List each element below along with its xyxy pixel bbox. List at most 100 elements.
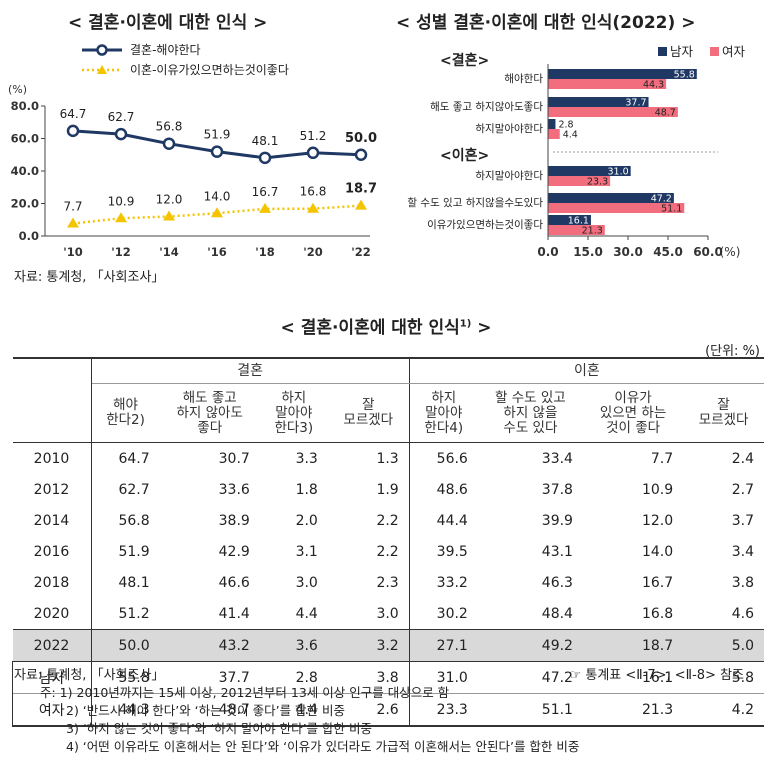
x-tick-label: 0.0: [537, 245, 558, 259]
table-cell: 64.7: [118, 450, 150, 467]
point-divorce: [307, 202, 319, 213]
legend-swatch-female: [710, 47, 719, 56]
point-divorce: [163, 210, 175, 221]
bar-male: [548, 166, 631, 176]
x-tick-label: 30.0: [613, 245, 643, 259]
point-marriage: [258, 151, 272, 165]
point-marriage: [354, 148, 368, 161]
column-header-line: 해야: [113, 397, 138, 413]
table-row: 2018 48.1 46.6 3.0 2.3 33.2 46.3 16.7 3.8: [12, 567, 765, 598]
point-marriage: [306, 146, 320, 160]
column-header: 잘 모르겠다: [683, 384, 764, 443]
column-header-line: 하지: [431, 389, 457, 406]
data-label: 16.7: [252, 185, 279, 199]
bar-male: [548, 69, 697, 79]
data-label: 12.0: [156, 193, 183, 207]
bar-female: [548, 107, 678, 117]
table-cell: 33.2: [436, 574, 468, 591]
bar-chart-title: < 성별 결혼·이혼에 대한 인식(2022) >: [396, 13, 696, 33]
x-tick-label: '20: [303, 245, 323, 259]
legend-label-male: 남자: [670, 44, 694, 59]
table-cell: 51.1: [541, 701, 573, 718]
point-divorce: [259, 202, 271, 213]
bar-value-label: 48.7: [655, 108, 676, 119]
column-header-line: 한다2): [106, 412, 145, 428]
column-header-line: 해도 좋고: [182, 389, 237, 406]
table-cell: 10.9: [641, 481, 674, 498]
y-tick-label: 20.0: [11, 197, 39, 211]
column-header: 하지 말아야 한다3): [260, 384, 328, 443]
x-tick-label: '22: [351, 245, 371, 259]
bar-value-label: 47.2: [651, 194, 672, 205]
column-header-line: 모르겠다: [698, 412, 749, 428]
bar-female: [548, 176, 611, 186]
table-cell: 44.4: [436, 512, 468, 529]
table-cell: 49.2: [541, 637, 573, 654]
table-cell: 48.7: [218, 701, 250, 718]
table-cell: 3.1: [295, 543, 318, 560]
table-cell: 39.9: [541, 512, 573, 529]
bar-male: [548, 215, 591, 225]
x-tick-label: 60.0: [693, 245, 723, 259]
column-header-line: 말아야: [275, 404, 313, 421]
table-cell: 16.8: [641, 605, 674, 622]
table-cell: 2.2: [327, 505, 410, 536]
column-header-line: 한다4): [424, 419, 464, 436]
column-header: 잘 모르겠다: [327, 383, 410, 443]
table-unit: (단위: %): [705, 344, 760, 359]
bar-value-label: 21.3: [582, 226, 603, 237]
x-unit-label: (%): [720, 245, 741, 259]
note-1: 주: 1) 2010년까지는 15세 이상, 2012년부터 13세 이상 인구…: [40, 685, 450, 700]
x-tick-label: '18: [255, 245, 275, 259]
bar-value-label: 31.0: [608, 167, 629, 178]
note-3: 3) ‘하지 않는 것이 좋다’와 ‘하지 말아야 한다’를 합한 비중: [66, 721, 372, 736]
y-unit-label: (%): [8, 83, 27, 96]
group-label-marriage: <결혼>: [440, 52, 489, 69]
table-cell: 37.7: [218, 669, 250, 686]
table-cell: 2.8: [295, 669, 318, 686]
bar-male: [548, 97, 649, 107]
table-row: 2012 62.7 33.6 1.8 1.9 48.6 37.8 10.9 2.7: [12, 474, 765, 505]
row-label: 2010: [12, 442, 92, 474]
table-row: 2022 50.0 43.2 3.6 3.2 27.1 49.2 18.7 5.0: [12, 629, 764, 662]
table-row: 2020 51.2 41.4 4.4 3.0 30.2 48.4 16.8 4.6: [12, 598, 765, 630]
column-header-line: 있으면 하는: [599, 404, 667, 421]
point-marriage: [210, 145, 224, 158]
table-cell: 51.2: [118, 605, 150, 622]
table-cell: 46.3: [541, 574, 573, 591]
legend-label-female: 여자: [722, 44, 746, 59]
table-cell: 1.8: [295, 481, 318, 498]
note-2: 2) ‘반드시 해야 한다’와 ‘하는 것이 좋다’를 합한 비중: [66, 703, 346, 718]
column-header-line: 하지 않아도: [176, 404, 243, 421]
category-label: 해도 좋고 하지않아도좋다: [430, 100, 543, 113]
y-tick-label: 40.0: [11, 164, 39, 178]
row-label: 2020: [12, 598, 92, 630]
row-label: 2014: [12, 505, 92, 536]
y-tick-label: 0.0: [19, 229, 39, 243]
table-cell: 2.6: [327, 693, 410, 726]
table-cell: 3.8: [327, 661, 410, 694]
table-cell: 7.7: [650, 450, 674, 467]
point-marriage: [114, 127, 128, 141]
bar-female: [548, 203, 685, 213]
group-label-divorce: <이혼>: [440, 147, 489, 164]
table-cell: 2.4: [731, 450, 754, 467]
column-header: 할 수도 있고 하지 않을 수도 있다: [478, 384, 583, 443]
table-cell: 16.7: [641, 574, 674, 591]
column-header-line: 할 수도 있고: [495, 389, 566, 406]
table-cell: 37.8: [541, 481, 573, 498]
table-cell: 3.7: [731, 512, 754, 529]
column-header-line: 것이 좋다: [606, 419, 661, 436]
table-cell: 44.3: [118, 701, 150, 718]
line-chart-source: 자료: 통계청, 「사회조사」: [14, 270, 165, 285]
x-tick-label: 45.0: [653, 245, 683, 259]
x-tick-label: 15.0: [573, 245, 603, 259]
table-cell: 5.8: [731, 669, 754, 686]
table-reference: ☞ 통계표 <Ⅱ-7>, <Ⅱ-8> 참조: [569, 668, 744, 683]
table-cell: 31.0: [436, 669, 468, 686]
data-label: 48.1: [252, 134, 279, 148]
data-label: 62.7: [108, 110, 135, 124]
point-divorce: [67, 217, 79, 228]
row-label: 남자: [12, 661, 92, 694]
table-cell: 38.9: [218, 512, 250, 529]
